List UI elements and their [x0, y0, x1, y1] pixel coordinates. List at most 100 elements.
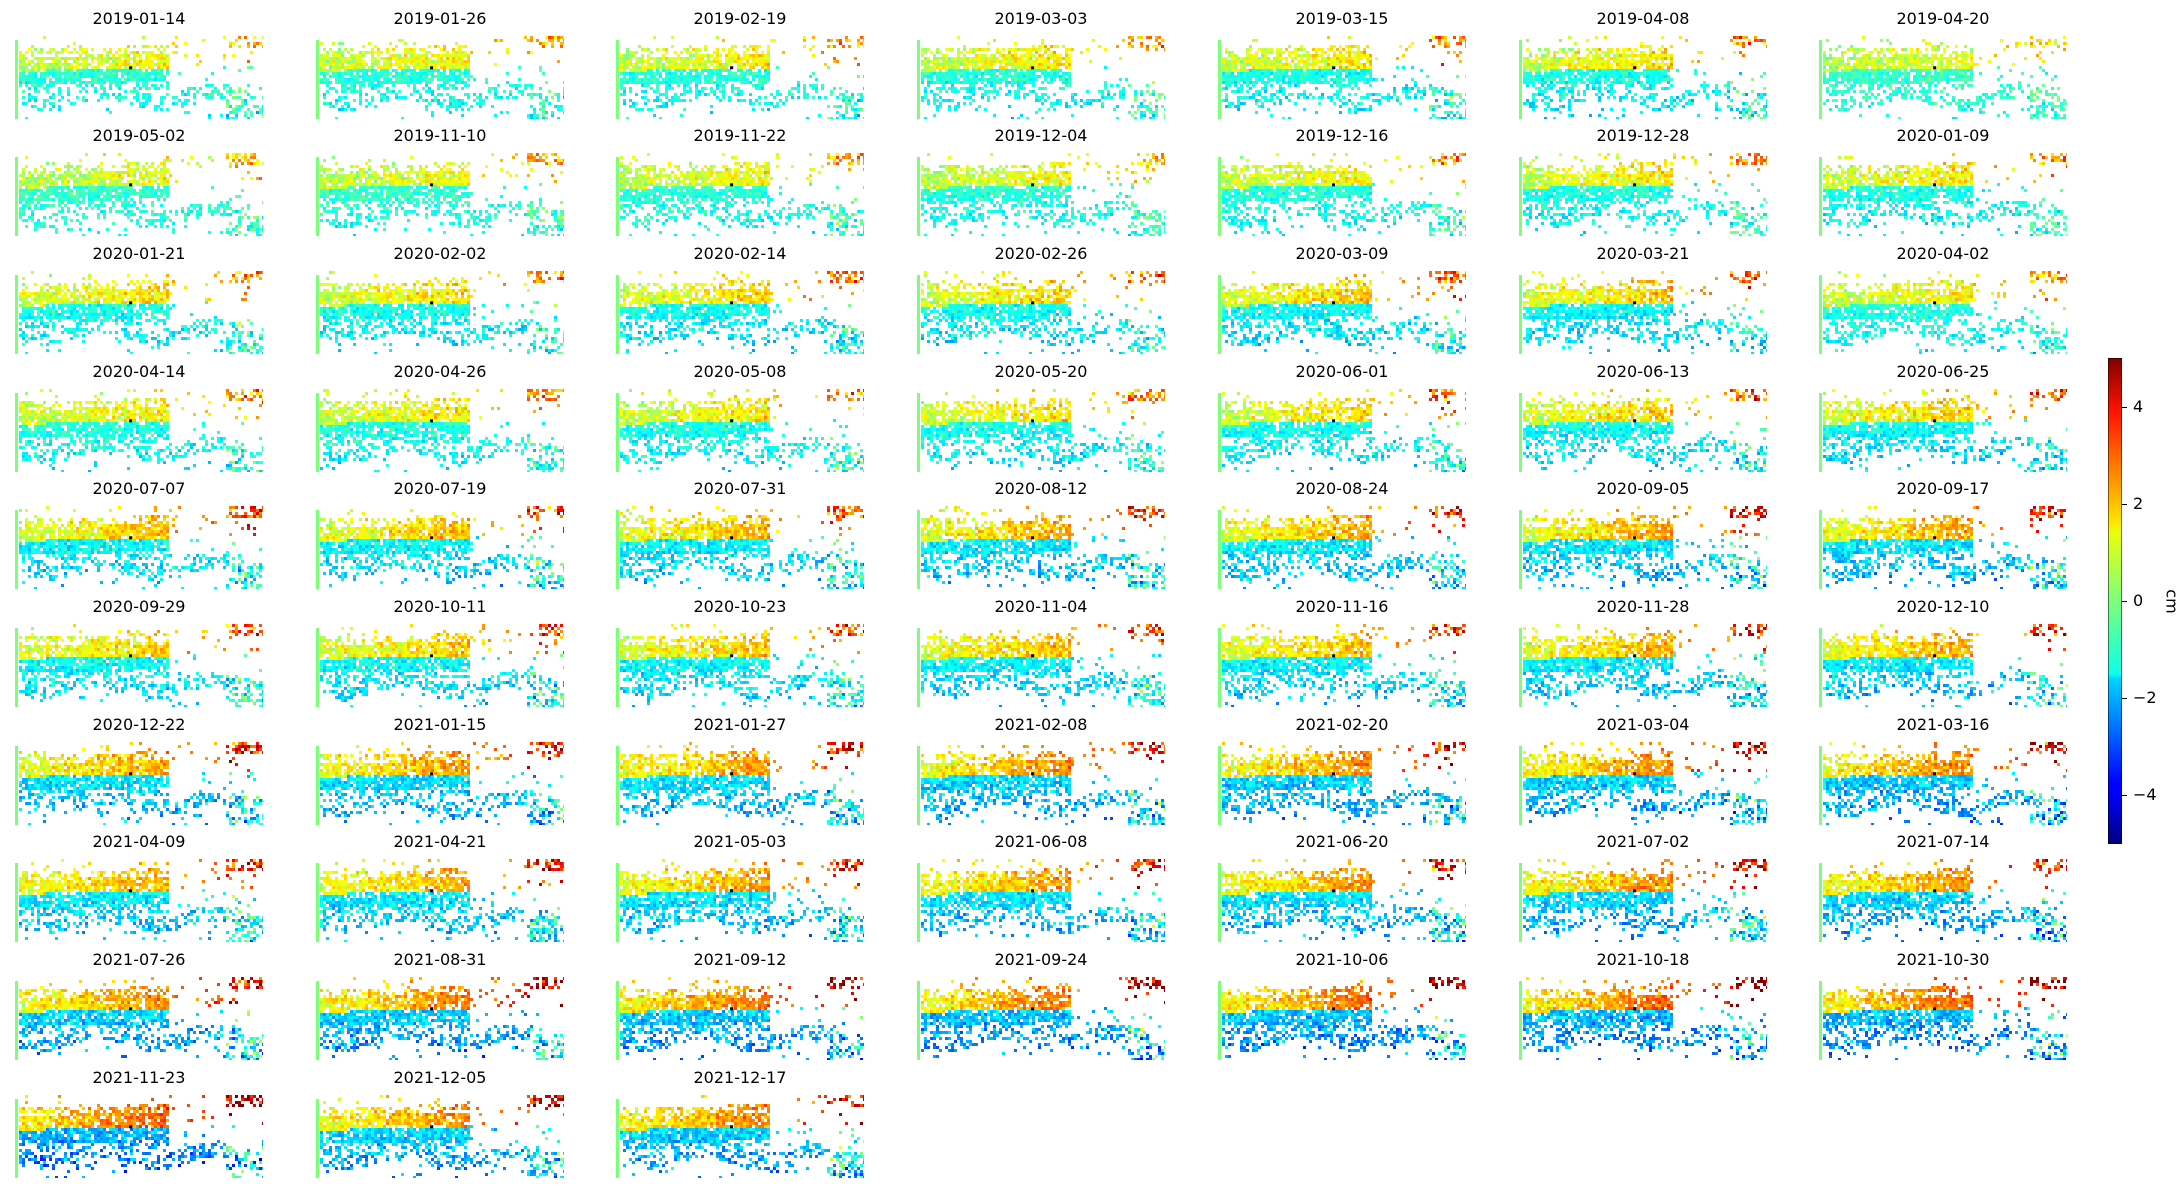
displacement-map-raster	[1519, 36, 1767, 119]
displacement-map	[1819, 151, 2067, 236]
displacement-map	[917, 269, 1165, 354]
displacement-map-raster	[1819, 36, 2067, 119]
panel-title: 2021-06-20	[1218, 832, 1466, 852]
panel-title: 2021-07-14	[1819, 832, 2067, 852]
displacement-map	[316, 151, 564, 236]
displacement-map	[15, 34, 263, 119]
displacement-map-raster	[1819, 271, 2067, 354]
displacement-map	[1519, 269, 1767, 354]
displacement-map	[1218, 269, 1466, 354]
panel-title: 2019-05-02	[15, 126, 263, 146]
displacement-map	[917, 34, 1165, 119]
displacement-map-raster	[1819, 859, 2067, 942]
displacement-map	[316, 34, 564, 119]
displacement-map-raster	[1519, 153, 1767, 236]
displacement-map-raster	[316, 271, 564, 354]
displacement-map	[15, 975, 263, 1060]
displacement-map-raster	[1519, 859, 1767, 942]
panel-title: 2019-03-03	[917, 9, 1165, 29]
panel-title: 2021-04-21	[316, 832, 564, 852]
displacement-map	[917, 387, 1165, 472]
displacement-map	[1519, 740, 1767, 825]
panel-title: 2020-04-26	[316, 362, 564, 382]
displacement-map-raster	[1218, 153, 1466, 236]
panel-title: 2020-07-31	[616, 479, 864, 499]
displacement-map-raster	[917, 271, 1165, 354]
displacement-map	[616, 269, 864, 354]
displacement-map	[316, 387, 564, 472]
displacement-map-raster	[1519, 977, 1767, 1060]
panel-title: 2021-01-27	[616, 715, 864, 735]
panel-title: 2021-03-16	[1819, 715, 2067, 735]
panel-title: 2020-11-16	[1218, 597, 1466, 617]
displacement-map	[1218, 857, 1466, 942]
displacement-map	[1218, 34, 1466, 119]
panel-title: 2020-11-04	[917, 597, 1165, 617]
panel-title: 2019-02-19	[616, 9, 864, 29]
displacement-map-raster	[316, 742, 564, 825]
colorbar-tick-label: −4	[2133, 786, 2157, 804]
displacement-map-raster	[917, 389, 1165, 472]
panel-title: 2020-09-17	[1819, 479, 2067, 499]
colorbar-tick-label: 4	[2133, 397, 2143, 416]
panel-title: 2021-09-24	[917, 950, 1165, 970]
panel-title: 2021-12-17	[616, 1068, 864, 1088]
panel-title: 2020-02-14	[616, 244, 864, 264]
displacement-map	[1819, 504, 2067, 589]
displacement-map-raster	[1218, 624, 1466, 707]
displacement-map	[917, 975, 1165, 1060]
displacement-map-raster	[1218, 271, 1466, 354]
panel-title: 2020-08-12	[917, 479, 1165, 499]
panel-title: 2019-11-22	[616, 126, 864, 146]
displacement-map-raster	[917, 977, 1165, 1060]
displacement-map-raster	[1519, 742, 1767, 825]
panel-title: 2021-02-20	[1218, 715, 1466, 735]
displacement-map-raster	[1819, 742, 2067, 825]
panel-title: 2021-07-26	[15, 950, 263, 970]
displacement-map	[1519, 622, 1767, 707]
displacement-map-raster	[1218, 389, 1466, 472]
displacement-map-raster	[316, 506, 564, 589]
colorbar-gradient	[2107, 357, 2123, 845]
panel-title: 2019-03-15	[1218, 9, 1466, 29]
displacement-map-raster	[15, 271, 263, 354]
colorbar-unit-label: cm	[2163, 589, 2180, 613]
displacement-map-raster	[616, 389, 864, 472]
displacement-map	[316, 504, 564, 589]
panel-title: 2019-01-14	[15, 9, 263, 29]
displacement-map-raster	[917, 36, 1165, 119]
panel-title: 2021-07-02	[1519, 832, 1767, 852]
colorbar-tick-mark	[2122, 406, 2127, 408]
panel-title: 2019-11-10	[316, 126, 564, 146]
colorbar-tick-mark	[2122, 503, 2127, 505]
panel-title: 2020-12-22	[15, 715, 263, 735]
displacement-map-raster	[1218, 36, 1466, 119]
colorbar-tick-mark	[2122, 795, 2127, 797]
displacement-map-raster	[316, 36, 564, 119]
panel-title: 2021-04-09	[15, 832, 263, 852]
displacement-map-raster	[616, 271, 864, 354]
displacement-map-raster	[1819, 624, 2067, 707]
displacement-map-raster	[917, 742, 1165, 825]
panel-title: 2021-06-08	[917, 832, 1165, 852]
panel-title: 2020-12-10	[1819, 597, 2067, 617]
displacement-map-raster	[1218, 506, 1466, 589]
displacement-map-raster	[1519, 506, 1767, 589]
displacement-map	[1218, 975, 1466, 1060]
displacement-map-raster	[917, 624, 1165, 707]
displacement-map	[15, 857, 263, 942]
panel-title: 2020-10-23	[616, 597, 864, 617]
panel-title: 2021-11-23	[15, 1068, 263, 1088]
displacement-map-raster	[15, 859, 263, 942]
panel-title: 2021-12-05	[316, 1068, 564, 1088]
panel-title: 2021-10-18	[1519, 950, 1767, 970]
displacement-map-raster	[616, 742, 864, 825]
displacement-map	[15, 269, 263, 354]
displacement-map-raster	[616, 1095, 864, 1178]
displacement-map-raster	[1819, 153, 2067, 236]
displacement-map	[15, 1093, 263, 1178]
panel-title: 2019-01-26	[316, 9, 564, 29]
displacement-map-raster	[15, 36, 263, 119]
panel-title: 2020-08-24	[1218, 479, 1466, 499]
colorbar-tick-label: 0	[2133, 592, 2143, 610]
